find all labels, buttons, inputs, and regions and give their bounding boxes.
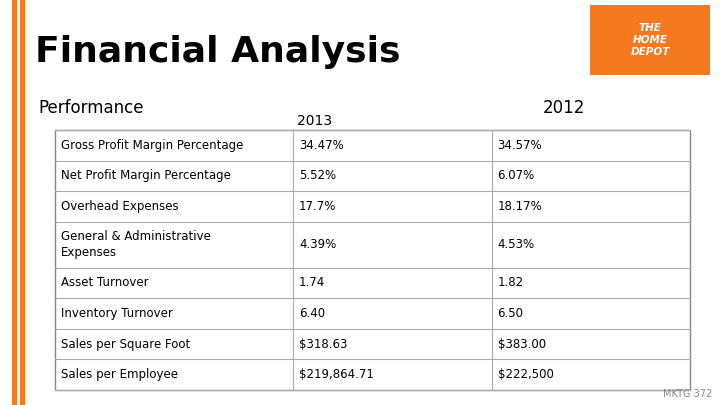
Text: 4.53%: 4.53%	[498, 238, 535, 251]
Text: Gross Profit Margin Percentage: Gross Profit Margin Percentage	[61, 139, 243, 152]
Text: General & Administrative
Expenses: General & Administrative Expenses	[61, 230, 211, 259]
Text: Sales per Square Foot: Sales per Square Foot	[61, 338, 190, 351]
Text: 2013: 2013	[297, 114, 332, 128]
Bar	[55, 130, 690, 390]
Text: Performance: Performance	[38, 99, 143, 117]
Text: MKTG 372: MKTG 372	[662, 389, 712, 399]
Text: $222,500: $222,500	[498, 368, 554, 381]
Text: 6.50: 6.50	[498, 307, 523, 320]
Text: Sales per Employee: Sales per Employee	[61, 368, 178, 381]
Text: Net Profit Margin Percentage: Net Profit Margin Percentage	[61, 169, 231, 182]
Text: Asset Turnover: Asset Turnover	[61, 277, 148, 290]
Text: 34.47%: 34.47%	[299, 139, 344, 152]
Text: 1.74: 1.74	[299, 277, 325, 290]
Text: 34.57%: 34.57%	[498, 139, 542, 152]
Text: 17.7%: 17.7%	[299, 200, 336, 213]
Text: 6.07%: 6.07%	[498, 169, 535, 182]
Text: $383.00: $383.00	[498, 338, 546, 351]
Text: 18.17%: 18.17%	[498, 200, 542, 213]
Text: 6.40: 6.40	[299, 307, 325, 320]
Text: 4.39%: 4.39%	[299, 238, 336, 251]
Text: 5.52%: 5.52%	[299, 169, 336, 182]
Bar	[12, 0, 17, 405]
Bar	[20, 0, 25, 405]
Bar	[590, 5, 710, 75]
Text: Inventory Turnover: Inventory Turnover	[61, 307, 173, 320]
Text: Financial Analysis: Financial Analysis	[35, 35, 400, 69]
Text: 2012: 2012	[543, 99, 585, 117]
Text: THE
HOME
DEPOT: THE HOME DEPOT	[630, 23, 670, 57]
Text: Overhead Expenses: Overhead Expenses	[61, 200, 179, 213]
Text: 1.82: 1.82	[498, 277, 523, 290]
Text: $219,864.71: $219,864.71	[299, 368, 374, 381]
Text: $318.63: $318.63	[299, 338, 348, 351]
